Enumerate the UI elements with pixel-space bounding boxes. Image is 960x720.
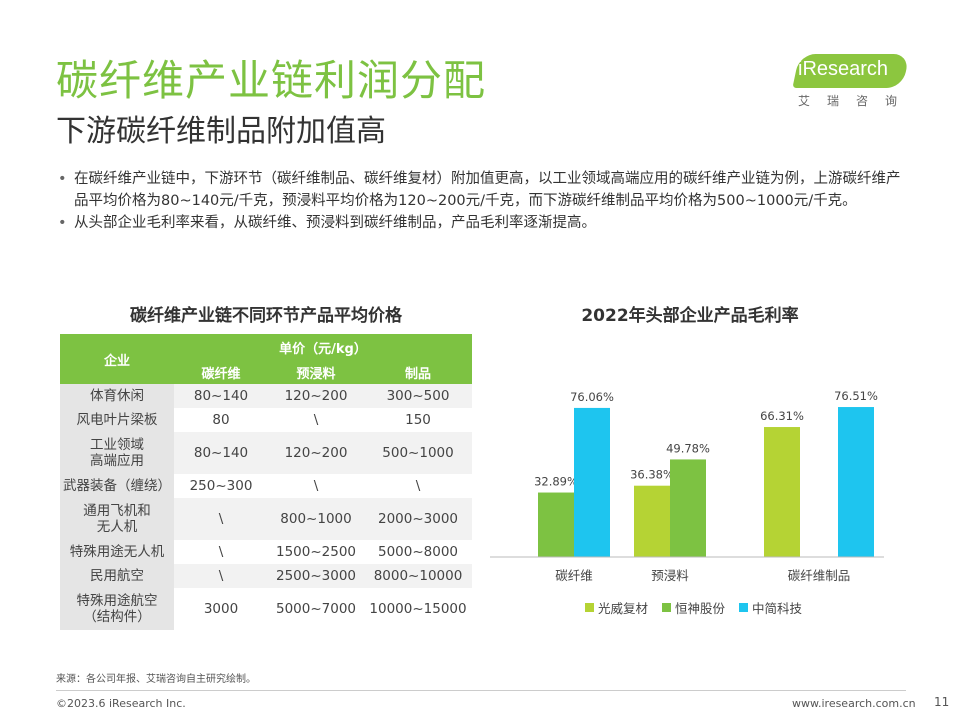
price-table-title: 碳纤维产业链不同环节产品平均价格 xyxy=(130,306,402,326)
table-cell: 800~1000 xyxy=(268,498,364,540)
table-row: 体育休闲 80~140 120~200 300~500 xyxy=(60,384,472,408)
x-axis-label: 碳纤维制品 xyxy=(788,568,851,583)
source-note: 来源：各公司年报、艾瑞咨询自主研究绘制。 xyxy=(56,674,256,685)
header-price: 单价（元/kg） xyxy=(174,334,472,360)
legend-item: 中简科技 xyxy=(739,598,802,617)
data-label: 76.51% xyxy=(834,389,878,403)
table-row: 风电叶片梁板 80 \ 150 xyxy=(60,408,472,432)
website-link[interactable]: www.iresearch.com.cn xyxy=(792,697,916,710)
bar xyxy=(574,407,610,557)
data-label: 36.38% xyxy=(630,468,674,482)
bar xyxy=(838,407,874,557)
bar xyxy=(634,485,670,557)
bullet-item: 从头部企业毛利率来看，从碳纤维、预浸料到碳纤维制品，产品毛利率逐渐提高。 xyxy=(56,212,906,234)
logo-subtitle: 艾瑞咨询 xyxy=(798,94,915,108)
table-cell: 120~200 xyxy=(268,384,364,408)
legend-swatch xyxy=(739,603,749,612)
page-title: 碳纤维产业链利润分配 xyxy=(56,56,487,105)
table-row: 通用飞机和 无人机 \ 800~1000 2000~3000 xyxy=(60,498,472,540)
legend-swatch xyxy=(662,603,672,612)
price-table: 企业 单价（元/kg） 碳纤维 预浸料 制品 体育休闲 80~140 120~200… xyxy=(60,334,472,630)
iresearch-logo: iResearch 艾瑞咨询 xyxy=(788,52,916,112)
table-cell: 5000~7000 xyxy=(275,601,357,617)
table-cell: 500~1000 xyxy=(364,432,472,474)
header-company: 企业 xyxy=(60,334,174,384)
table-cell: 10000~15000 xyxy=(369,601,467,617)
copyright: ©2023.6 iResearch Inc. xyxy=(56,697,186,710)
legend-swatch xyxy=(585,603,594,612)
table-cell: 150 xyxy=(405,412,431,428)
table-cell: 5000~8000 xyxy=(377,544,459,560)
table-cell: 3000 xyxy=(203,601,239,617)
header-col-carbon-fiber: 碳纤维 xyxy=(174,360,268,384)
table-cell: \ xyxy=(174,498,268,540)
table-cell: 80 xyxy=(212,412,230,428)
table-row: 工业领域 高端应用 80~140 120~200 500~1000 xyxy=(60,432,472,474)
bar xyxy=(764,427,800,557)
row-label: 工业领域 高端应用 xyxy=(60,432,174,474)
legend-item: 恒神股份 xyxy=(662,598,725,617)
table-cell: 300~500 xyxy=(364,384,472,408)
legend-item: 光威复材 xyxy=(585,598,648,617)
table-cell: \ xyxy=(218,544,224,560)
header-col-prepreg: 预浸料 xyxy=(268,360,364,384)
chart-title: 2022年头部企业产品毛利率 xyxy=(581,306,799,326)
row-label: 特殊用途无人机 xyxy=(60,540,174,564)
row-label: 通用飞机和 无人机 xyxy=(60,498,174,540)
row-label: 特殊用途航空 （结构件） xyxy=(60,588,174,630)
legend-label: 中简科技 xyxy=(752,601,803,616)
table-cell: \ xyxy=(415,478,421,494)
table-cell: \ xyxy=(313,478,319,494)
table-row: 特殊用途航空 （结构件） 3000 5000~7000 10000~15000 xyxy=(60,588,472,630)
legend-label: 光威复材 xyxy=(598,601,649,616)
table-cell: 8000~10000 xyxy=(364,564,472,588)
margin-bar-chart: 32.89% 76.06% 碳纤维 36.38% 49.78% 预浸料 66.31% 76.5… xyxy=(490,389,884,583)
table-row: 民用航空 \ 2500~3000 8000~10000 xyxy=(60,564,472,588)
page-number: 11 xyxy=(934,695,950,709)
chart-legend: 光威复材 恒神股份 中简科技 xyxy=(585,598,802,617)
data-label: 66.31% xyxy=(760,409,804,423)
table-row: 特殊用途无人机 \ 1500~2500 5000~8000 xyxy=(60,540,472,564)
data-label: 49.78% xyxy=(666,441,710,455)
page-subtitle: 下游碳纤维制品附加值高 xyxy=(56,114,386,149)
logo-brand: iResearch xyxy=(798,58,889,80)
table-cell: 80~140 xyxy=(174,432,268,474)
x-axis-label: 预浸料 xyxy=(651,568,689,583)
table-cell: 1500~2500 xyxy=(275,544,357,560)
row-label: 民用航空 xyxy=(60,564,174,588)
table-cell: 2000~3000 xyxy=(364,498,472,540)
data-label: 76.06% xyxy=(570,390,614,404)
row-label: 体育休闲 xyxy=(60,384,174,408)
table-cell: 2500~3000 xyxy=(268,564,364,588)
table-cell: 250~300 xyxy=(189,478,253,494)
table-row: 武器装备（缠绕） 250~300 \ \ xyxy=(60,474,472,498)
table-cell: \ xyxy=(313,412,319,428)
table-cell: \ xyxy=(174,564,268,588)
legend-label: 恒神股份 xyxy=(675,601,726,616)
table-cell: 80~140 xyxy=(174,384,268,408)
bullet-list: 在碳纤维产业链中，下游环节（碳纤维制品、碳纤维复材）附加值更高，以工业领域高端应… xyxy=(56,168,906,234)
x-axis-label: 碳纤维 xyxy=(555,568,593,583)
table-cell: 120~200 xyxy=(268,432,364,474)
footer-divider xyxy=(56,690,906,691)
bullet-item: 在碳纤维产业链中，下游环节（碳纤维制品、碳纤维复材）附加值更高，以工业领域高端应… xyxy=(56,168,906,212)
data-label: 32.89% xyxy=(534,475,578,489)
bar xyxy=(670,459,706,557)
header-col-product: 制品 xyxy=(364,360,472,384)
row-label: 风电叶片梁板 xyxy=(60,408,174,432)
row-label: 武器装备（缠绕） xyxy=(60,474,174,498)
bar xyxy=(538,492,574,557)
